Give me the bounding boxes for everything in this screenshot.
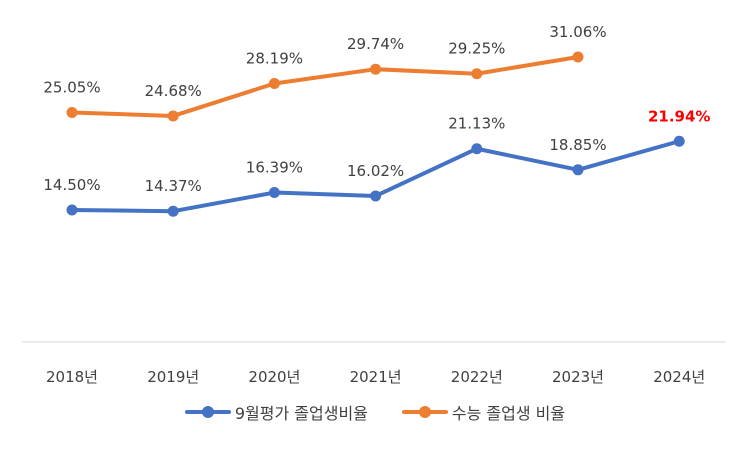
legend-label-orange: 수능 졸업생 비율 bbox=[451, 404, 566, 423]
data-point bbox=[370, 190, 382, 202]
data-point bbox=[370, 63, 382, 75]
data-label: 14.37% bbox=[145, 177, 202, 195]
x-tick-label: 2018년 bbox=[46, 368, 98, 386]
data-point bbox=[572, 164, 584, 176]
x-tick-label: 2024년 bbox=[653, 368, 705, 386]
legend-item-orange-series: 수능 졸업생 비율 bbox=[401, 400, 566, 424]
data-point bbox=[167, 205, 179, 217]
data-label: 18.85% bbox=[549, 136, 606, 154]
data-label: 16.02% bbox=[347, 162, 404, 180]
data-label: 29.74% bbox=[347, 35, 404, 53]
x-tick-label: 2023년 bbox=[552, 368, 604, 386]
data-label: 21.13% bbox=[448, 115, 505, 133]
legend-item-blue-series: 9월평가 졸업생비율 bbox=[184, 400, 368, 424]
legend-swatch-blue bbox=[184, 405, 231, 419]
data-point bbox=[66, 107, 78, 119]
data-point bbox=[167, 110, 179, 122]
data-label: 25.05% bbox=[43, 79, 100, 97]
series-line-1 bbox=[70, 55, 580, 118]
data-label: 16.39% bbox=[246, 159, 303, 177]
data-label: 24.68% bbox=[145, 82, 202, 100]
x-tick-label: 2022년 bbox=[451, 368, 503, 386]
data-point bbox=[268, 78, 280, 90]
data-label: 31.06% bbox=[549, 23, 606, 41]
x-tick-label: 2019년 bbox=[147, 368, 199, 386]
data-label: 28.19% bbox=[246, 50, 303, 68]
data-point bbox=[66, 204, 78, 216]
data-point bbox=[268, 187, 280, 199]
data-label: 21.94% bbox=[648, 107, 710, 125]
line-chart: 2018년 2019년 2020년 2021년 2022년 2023년 2024년 14.50… bbox=[22, 23, 726, 386]
legend-swatch-orange bbox=[401, 405, 448, 419]
x-tick-label: 2021년 bbox=[350, 368, 402, 386]
data-point bbox=[471, 143, 483, 155]
data-label: 14.50% bbox=[43, 176, 100, 194]
legend-label-blue: 9월평가 졸업생비율 bbox=[234, 404, 368, 423]
data-point bbox=[471, 68, 483, 80]
legend: 9월평가 졸업생비율 수능 졸업생 비율 bbox=[0, 400, 750, 424]
data-label: 29.25% bbox=[448, 40, 505, 58]
data-point bbox=[572, 51, 584, 63]
data-point bbox=[673, 135, 685, 147]
x-tick-label: 2020년 bbox=[248, 368, 300, 386]
